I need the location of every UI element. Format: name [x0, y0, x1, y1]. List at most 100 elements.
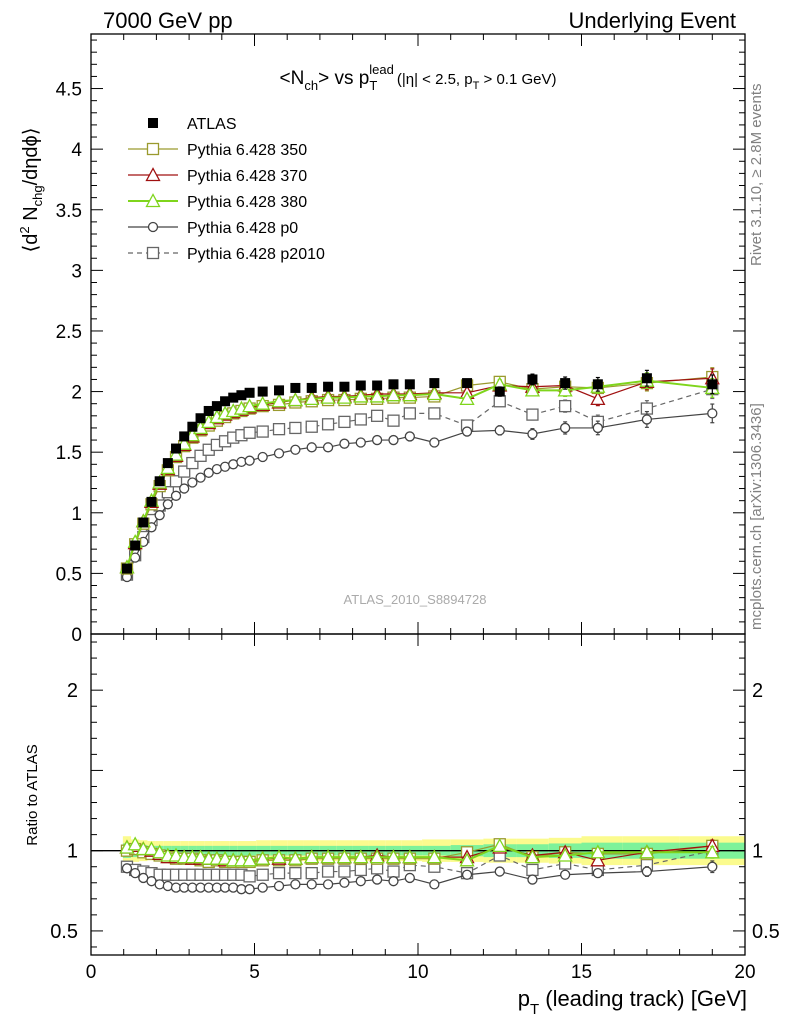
legend-label: Pythia 6.428 380 — [187, 194, 307, 211]
ratio-point — [121, 863, 133, 874]
data-point — [527, 374, 538, 385]
ratio-point — [371, 874, 383, 885]
data-point — [179, 431, 190, 442]
ratio-point — [228, 882, 239, 893]
data-point — [557, 382, 573, 397]
data-point — [273, 448, 285, 459]
legend-item: Pythia 6.428 380 — [128, 193, 307, 211]
ratio-point — [459, 852, 475, 867]
legend-marker — [147, 221, 159, 233]
data-point — [256, 425, 269, 438]
data-point — [462, 378, 473, 389]
x-tick-label: 20 — [734, 962, 755, 983]
data-point — [385, 387, 402, 402]
ratio-y-tick-label-left: 2 — [67, 680, 78, 702]
data-point — [138, 517, 149, 528]
ratio-y-tick-label-right: 0.5 — [752, 921, 780, 943]
ratio-point — [461, 869, 473, 880]
legend-marker — [146, 142, 160, 156]
legend-marker — [145, 167, 161, 182]
ratio-point — [320, 849, 336, 864]
main-axes: 0 0.5 1 1.5 2 2.5 3 3.5 4 4.5 — [56, 33, 746, 955]
ratio-point — [704, 844, 720, 859]
xlabel: pT (leading track) [GeV] — [518, 986, 747, 1018]
legend-label: ATLAS — [187, 116, 237, 133]
data-point — [257, 386, 268, 397]
ratio-point — [256, 868, 269, 881]
ratio-point — [426, 849, 442, 864]
legend-marker — [146, 246, 160, 260]
data-point — [560, 378, 571, 389]
ratio-point — [257, 882, 268, 893]
ratio-point — [306, 879, 317, 890]
data-point — [404, 379, 415, 390]
ratio-point — [273, 880, 285, 892]
data-point — [428, 407, 441, 420]
ratio-y-tick-label-right: 1 — [752, 841, 763, 863]
main-y-tick-label: 4 — [71, 140, 82, 161]
title-cond: (|η| < 2.5, p — [397, 71, 473, 88]
data-point — [304, 390, 320, 405]
ratio-point — [192, 849, 209, 864]
data-point — [243, 426, 256, 439]
legend-label: Pythia 6.428 350 — [187, 142, 307, 159]
data-point — [154, 510, 165, 521]
legend-marker — [145, 193, 161, 208]
data-point — [459, 390, 475, 405]
data-point — [306, 382, 317, 393]
ratio-point — [129, 867, 141, 879]
title-lhs: <N — [280, 68, 305, 89]
ratio-point — [369, 849, 385, 864]
data-point — [121, 563, 132, 574]
data-point — [130, 540, 141, 551]
data-point — [306, 442, 317, 453]
data-point — [494, 425, 505, 436]
data-point — [242, 398, 258, 413]
legend-label: Pythia 6.428 p2010 — [187, 246, 325, 263]
data-point — [290, 382, 301, 393]
main-y-tick-label: 3 — [71, 261, 82, 282]
ratio-point — [271, 849, 287, 864]
ratio-point — [321, 865, 335, 878]
x-tick-label: 5 — [249, 962, 260, 983]
data-point — [168, 446, 184, 461]
data-point — [592, 422, 603, 434]
ratio-y-tick-label-left: 0.5 — [50, 921, 78, 943]
main-y-tick-label: 4.5 — [56, 80, 82, 101]
data-point — [429, 378, 440, 389]
data-point — [494, 386, 505, 397]
ratio-point — [338, 865, 351, 878]
data-point — [186, 456, 199, 470]
data-point — [338, 415, 351, 429]
ratio-point — [143, 841, 160, 856]
series-pythia-6-428-p0 — [121, 403, 718, 583]
ratio-point — [217, 850, 233, 865]
legend-label: Pythia 6.428 370 — [187, 168, 307, 185]
title-cond-sub: T — [473, 80, 480, 92]
main-y-tick-label: 2 — [71, 383, 82, 404]
ratio-series-pythia-6-428-380 — [119, 836, 720, 867]
ratio-point — [304, 849, 320, 864]
xlabel-p1: p — [518, 986, 530, 1011]
legend: ATLAS Pythia 6.428 350 Pythia 6.428 370 Pyt… — [128, 116, 325, 263]
legend-item: Pythia 6.428 p2010 — [128, 246, 325, 263]
x-tick-label: 10 — [407, 962, 428, 983]
data-point — [369, 388, 385, 403]
data-point — [371, 434, 383, 446]
data-point — [244, 455, 255, 466]
ratio-point — [355, 876, 366, 887]
ratio-point — [154, 879, 165, 890]
data-point — [236, 456, 247, 468]
header-left: 7000 GeV pp — [103, 8, 233, 33]
ratio-point — [557, 847, 573, 862]
data-point — [289, 421, 302, 435]
data-point — [146, 496, 157, 507]
ratio-point — [388, 876, 399, 887]
ratio-point — [244, 884, 255, 895]
ylabel-sub: chg — [30, 185, 45, 206]
data-point — [187, 477, 198, 488]
ratio-point — [707, 861, 718, 872]
data-point — [305, 420, 318, 433]
legend-item: Pythia 6.428 350 — [128, 142, 307, 159]
data-point — [641, 373, 652, 384]
